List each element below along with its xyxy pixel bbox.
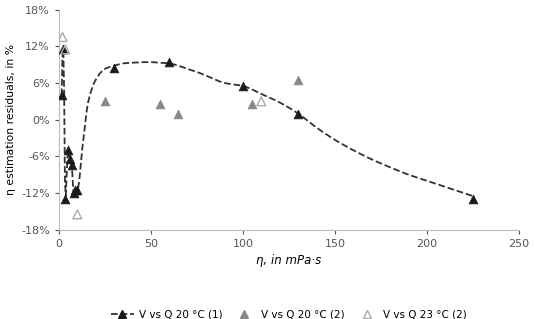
Point <box>71 187 80 192</box>
Point <box>469 197 477 202</box>
Point <box>61 47 70 52</box>
Point <box>248 102 256 107</box>
Point <box>110 65 118 70</box>
Point <box>57 93 66 98</box>
Point <box>73 187 81 192</box>
Point <box>239 84 247 89</box>
Point <box>73 212 81 217</box>
Point <box>61 197 70 202</box>
Point <box>67 163 76 168</box>
Y-axis label: η estimation residuals, in %: η estimation residuals, in % <box>5 44 16 195</box>
Point <box>66 157 74 162</box>
X-axis label: η, in mPa·s: η, in mPa·s <box>256 254 322 267</box>
Point <box>156 102 164 107</box>
Point <box>58 34 67 40</box>
Point <box>70 190 78 196</box>
Point <box>174 111 183 116</box>
Point <box>64 148 72 153</box>
Point <box>294 111 302 116</box>
Legend: V vs Q 20 °C (1), V vs Q 20 °C (2), V vs Q 23 °C (2): V vs Q 20 °C (1), V vs Q 20 °C (2), V vs… <box>106 305 471 319</box>
Point <box>294 77 302 82</box>
Point <box>165 59 173 64</box>
Point <box>257 99 265 104</box>
Point <box>59 47 68 52</box>
Point <box>101 99 109 104</box>
